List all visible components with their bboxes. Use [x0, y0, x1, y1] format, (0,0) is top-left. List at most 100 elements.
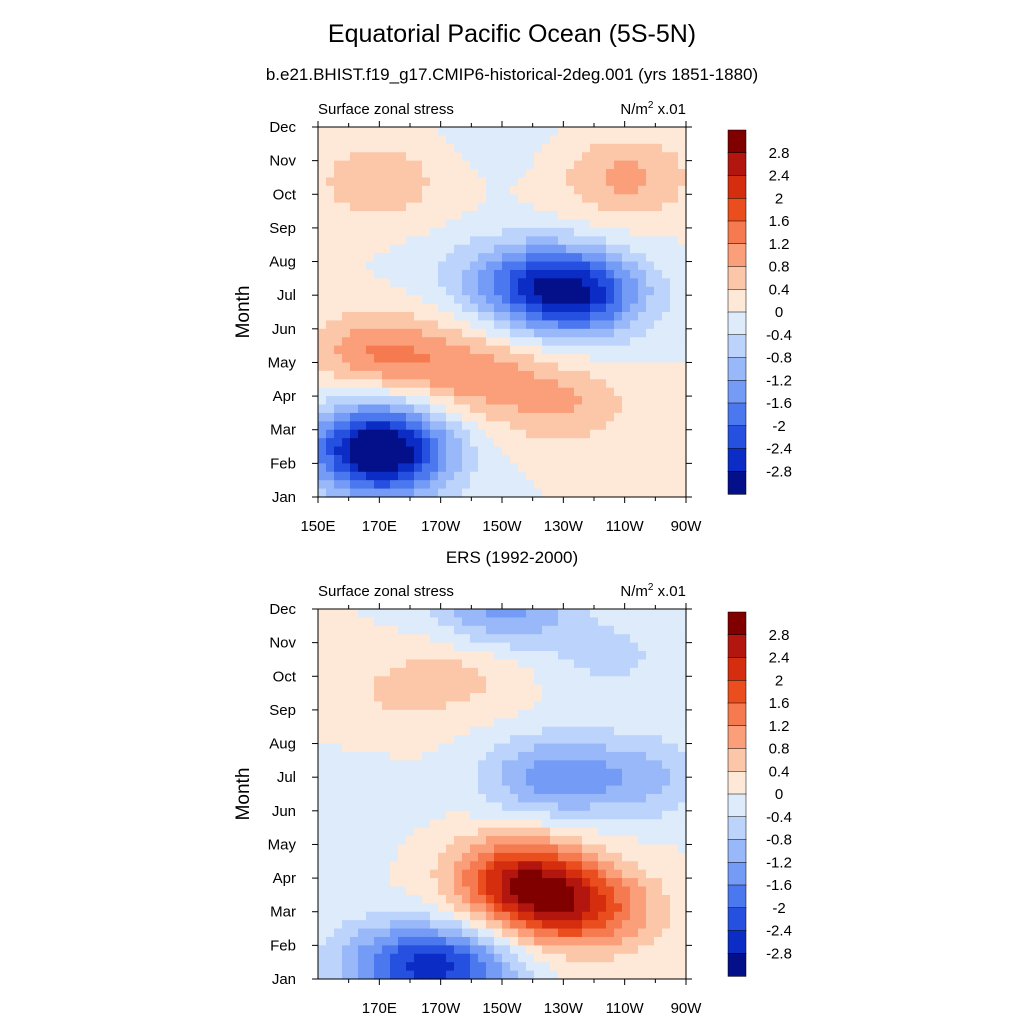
contour-cell — [518, 379, 527, 389]
contour-cell — [454, 396, 463, 406]
contour-cell — [438, 143, 447, 153]
contour-cell — [334, 354, 343, 364]
contour-cell — [526, 328, 535, 338]
contour-cell — [622, 810, 631, 820]
contour-cell — [390, 337, 399, 347]
contour-cell — [342, 438, 351, 448]
contour-cell — [398, 617, 407, 627]
contour-cell — [622, 886, 631, 896]
contour-cell — [406, 819, 415, 829]
contour-cell — [582, 827, 591, 837]
contour-cell — [598, 852, 607, 862]
contour-cell — [542, 269, 551, 279]
contour-cell — [422, 227, 431, 237]
y-tick-label: Dec — [269, 601, 296, 618]
contour-cell — [502, 844, 511, 854]
contour-cell — [326, 253, 335, 263]
contour-cell — [502, 970, 511, 980]
contour-cell — [334, 743, 343, 753]
contour-cell — [566, 743, 575, 753]
contour-cell — [630, 454, 639, 464]
contour-cell — [398, 894, 407, 904]
contour-cell — [446, 634, 455, 644]
contour-cell — [422, 261, 431, 271]
contour-cell — [486, 718, 495, 728]
contour-cell — [518, 953, 527, 963]
contour-cell — [406, 886, 415, 896]
contour-cell — [438, 169, 447, 179]
contour-cell — [534, 701, 543, 711]
contour-cell — [662, 160, 671, 170]
contour-cell — [422, 810, 431, 820]
contour-cell — [454, 617, 463, 627]
contour-cell — [662, 852, 671, 862]
contour-cell — [326, 202, 335, 212]
contour-cell — [382, 253, 391, 263]
contour-cell — [430, 676, 439, 686]
contour-cell — [542, 244, 551, 254]
contour-cell — [510, 379, 519, 389]
contour-cell — [558, 693, 567, 703]
contour-cell — [366, 743, 375, 753]
contour-cell — [350, 387, 359, 397]
contour-cell — [566, 634, 575, 644]
contour-cell — [526, 320, 535, 330]
contour-cell — [630, 480, 639, 490]
contour-cell — [598, 785, 607, 795]
contour-cell — [486, 194, 495, 204]
contour-cell — [526, 726, 535, 736]
contour-cell — [670, 802, 679, 812]
contour-cell — [510, 676, 519, 686]
contour-cell — [510, 412, 519, 422]
contour-cell — [430, 936, 439, 946]
contour-cell — [414, 454, 423, 464]
contour-cell — [446, 387, 455, 397]
contour-cell — [326, 278, 335, 288]
contour-cell — [614, 903, 623, 913]
contour-cell — [614, 777, 623, 787]
contour-cell — [406, 202, 415, 212]
contour-cell — [582, 642, 591, 652]
contour-cell — [454, 177, 463, 187]
contour-cell — [486, 295, 495, 305]
contour-cell — [542, 454, 551, 464]
contour-cell — [494, 751, 503, 761]
contour-cell — [654, 345, 663, 355]
contour-cell — [358, 718, 367, 728]
contour-cell — [670, 928, 679, 938]
contour-cell — [486, 810, 495, 820]
contour-cell — [670, 878, 679, 888]
contour-cell — [598, 768, 607, 778]
contour-cell — [406, 852, 415, 862]
contour-cell — [406, 760, 415, 770]
contour-cell — [622, 651, 631, 661]
contour-cell — [542, 651, 551, 661]
contour-cell — [622, 819, 631, 829]
contour-cell — [422, 659, 431, 669]
contour-cell — [582, 609, 591, 619]
contour-cell — [574, 928, 583, 938]
contour-cell — [622, 219, 631, 229]
contour-cell — [622, 936, 631, 946]
y-axis-title: Month — [233, 768, 254, 821]
contour-cell — [502, 676, 511, 686]
contour-cell — [590, 794, 599, 804]
contour-cell — [478, 928, 487, 938]
contour-cell — [542, 928, 551, 938]
contour-cell — [414, 269, 423, 279]
contour-cell — [390, 387, 399, 397]
contour-cell — [414, 471, 423, 481]
contour-cell — [390, 819, 399, 829]
contour-cell — [590, 328, 599, 338]
contour-cell — [494, 236, 503, 246]
contour-cell — [422, 945, 431, 955]
contour-cell — [366, 412, 375, 422]
contour-cell — [438, 676, 447, 686]
contour-cell — [486, 227, 495, 237]
contour-cell — [670, 970, 679, 980]
contour-cell — [350, 429, 359, 439]
contour-cell — [638, 642, 647, 652]
contour-cell — [414, 387, 423, 397]
contour-cell — [558, 684, 567, 694]
